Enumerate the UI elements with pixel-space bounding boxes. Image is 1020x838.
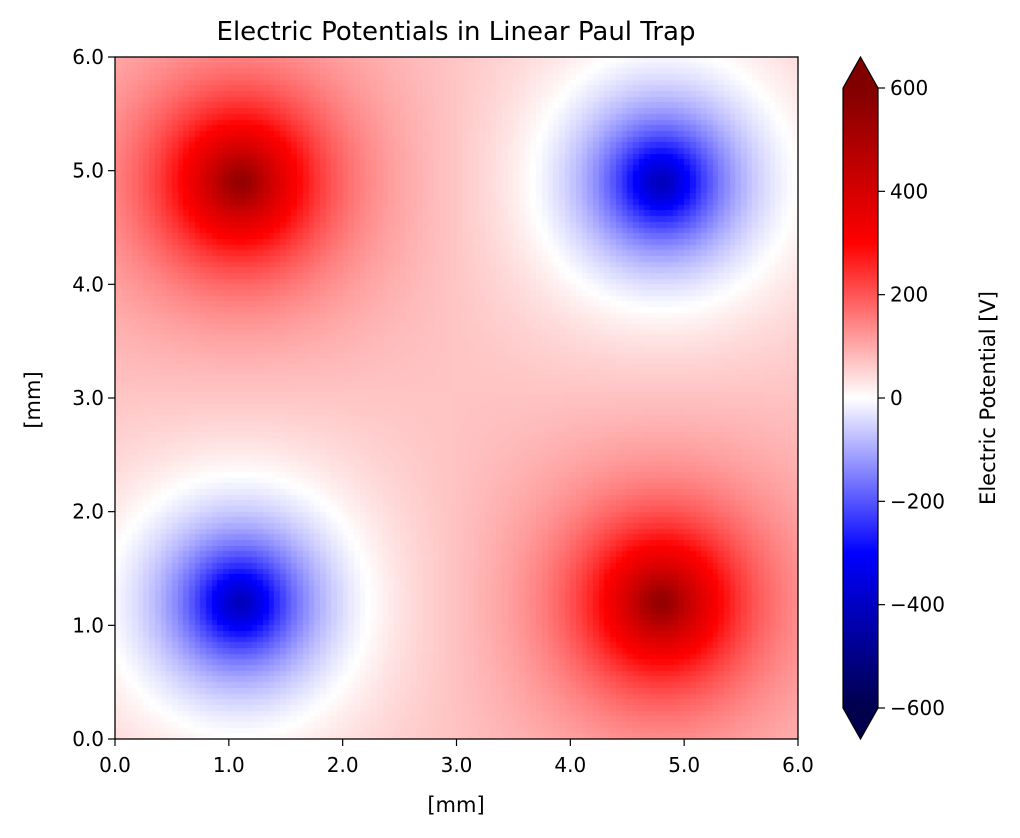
x-tick-label: 4.0 [554,753,586,777]
x-axis-label: [mm] [427,793,484,817]
potential-heatmap [115,57,798,739]
heatmap-area [115,57,798,739]
colorbar-tick-label: 400 [890,179,928,203]
y-tick-label: 5.0 [72,159,104,183]
y-axis-label: [mm] [21,371,45,428]
colorbar-tick-label: −200 [890,489,945,513]
y-tick-label: 4.0 [72,272,104,296]
x-tick-label: 6.0 [782,753,814,777]
colorbar-tick-label: −400 [890,593,945,617]
x-tick-label: 5.0 [668,753,700,777]
colorbar-tick-label: 0 [890,386,903,410]
colorbar-tick-label: 600 [890,76,928,100]
x-tick-label: 1.0 [213,753,245,777]
x-axis: 0.0 1.0 2.0 3.0 4.0 5.0 6.0 [99,739,814,777]
x-tick-label: 0.0 [99,753,131,777]
colorbar-body [843,88,878,708]
x-tick-label: 2.0 [327,753,359,777]
y-tick-label: 1.0 [72,613,104,637]
colorbar-tick-label: −600 [890,696,945,720]
colorbar-max-extend [843,57,878,88]
chart-title: Electric Potentials in Linear Paul Trap [217,17,696,47]
x-tick-label: 3.0 [441,753,473,777]
colorbar-tick-label: 200 [890,283,928,307]
y-tick-label: 3.0 [72,386,104,410]
colorbar-min-extend [843,708,878,739]
y-axis: 0.0 1.0 2.0 3.0 4.0 5.0 6.0 [72,45,115,751]
colorbar-ticks: 600 400 200 0 −200 −400 −600 [878,76,945,720]
colorbar-label: Electric Potential [V] [976,291,1000,505]
y-tick-label: 6.0 [72,45,104,69]
y-tick-label: 0.0 [72,727,104,751]
y-tick-label: 2.0 [72,500,104,524]
